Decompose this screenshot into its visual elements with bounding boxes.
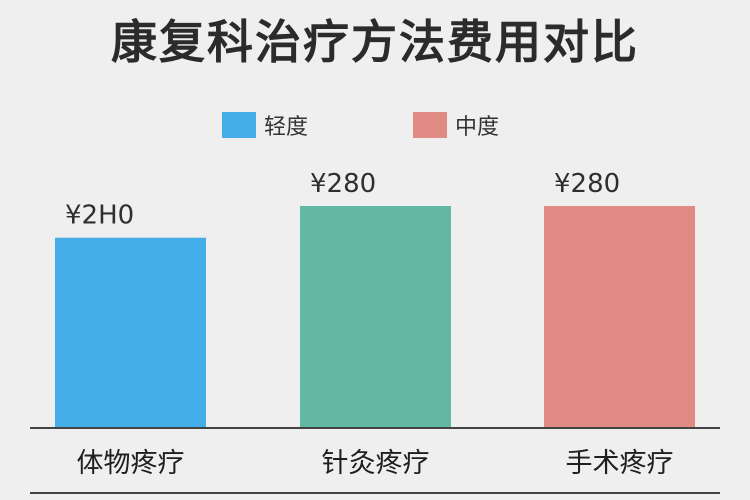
legend-label-moderate: 中度 [455, 115, 500, 140]
bar-2 [300, 206, 451, 428]
category-label-2: 针灸疼疗 [322, 448, 430, 479]
legend-item-mild: 轻度 [222, 110, 308, 140]
value-label-2: ¥280 [310, 169, 376, 199]
chart-title: 康复科治疗方法费用对比 [111, 15, 639, 69]
value-label-3: ¥280 [554, 169, 620, 199]
legend-swatch-moderate [413, 112, 447, 138]
value-label-1: ¥2H0 [65, 201, 134, 231]
legend-swatch-mild [222, 112, 256, 138]
legend-item-moderate: 中度 [413, 110, 499, 140]
legend-label-mild: 轻度 [264, 115, 309, 140]
category-label-1: 体物疼疗 [77, 448, 185, 479]
category-label-3: 手术疼疗 [566, 448, 674, 479]
bar-3 [544, 206, 695, 428]
bar-1 [55, 237, 206, 428]
